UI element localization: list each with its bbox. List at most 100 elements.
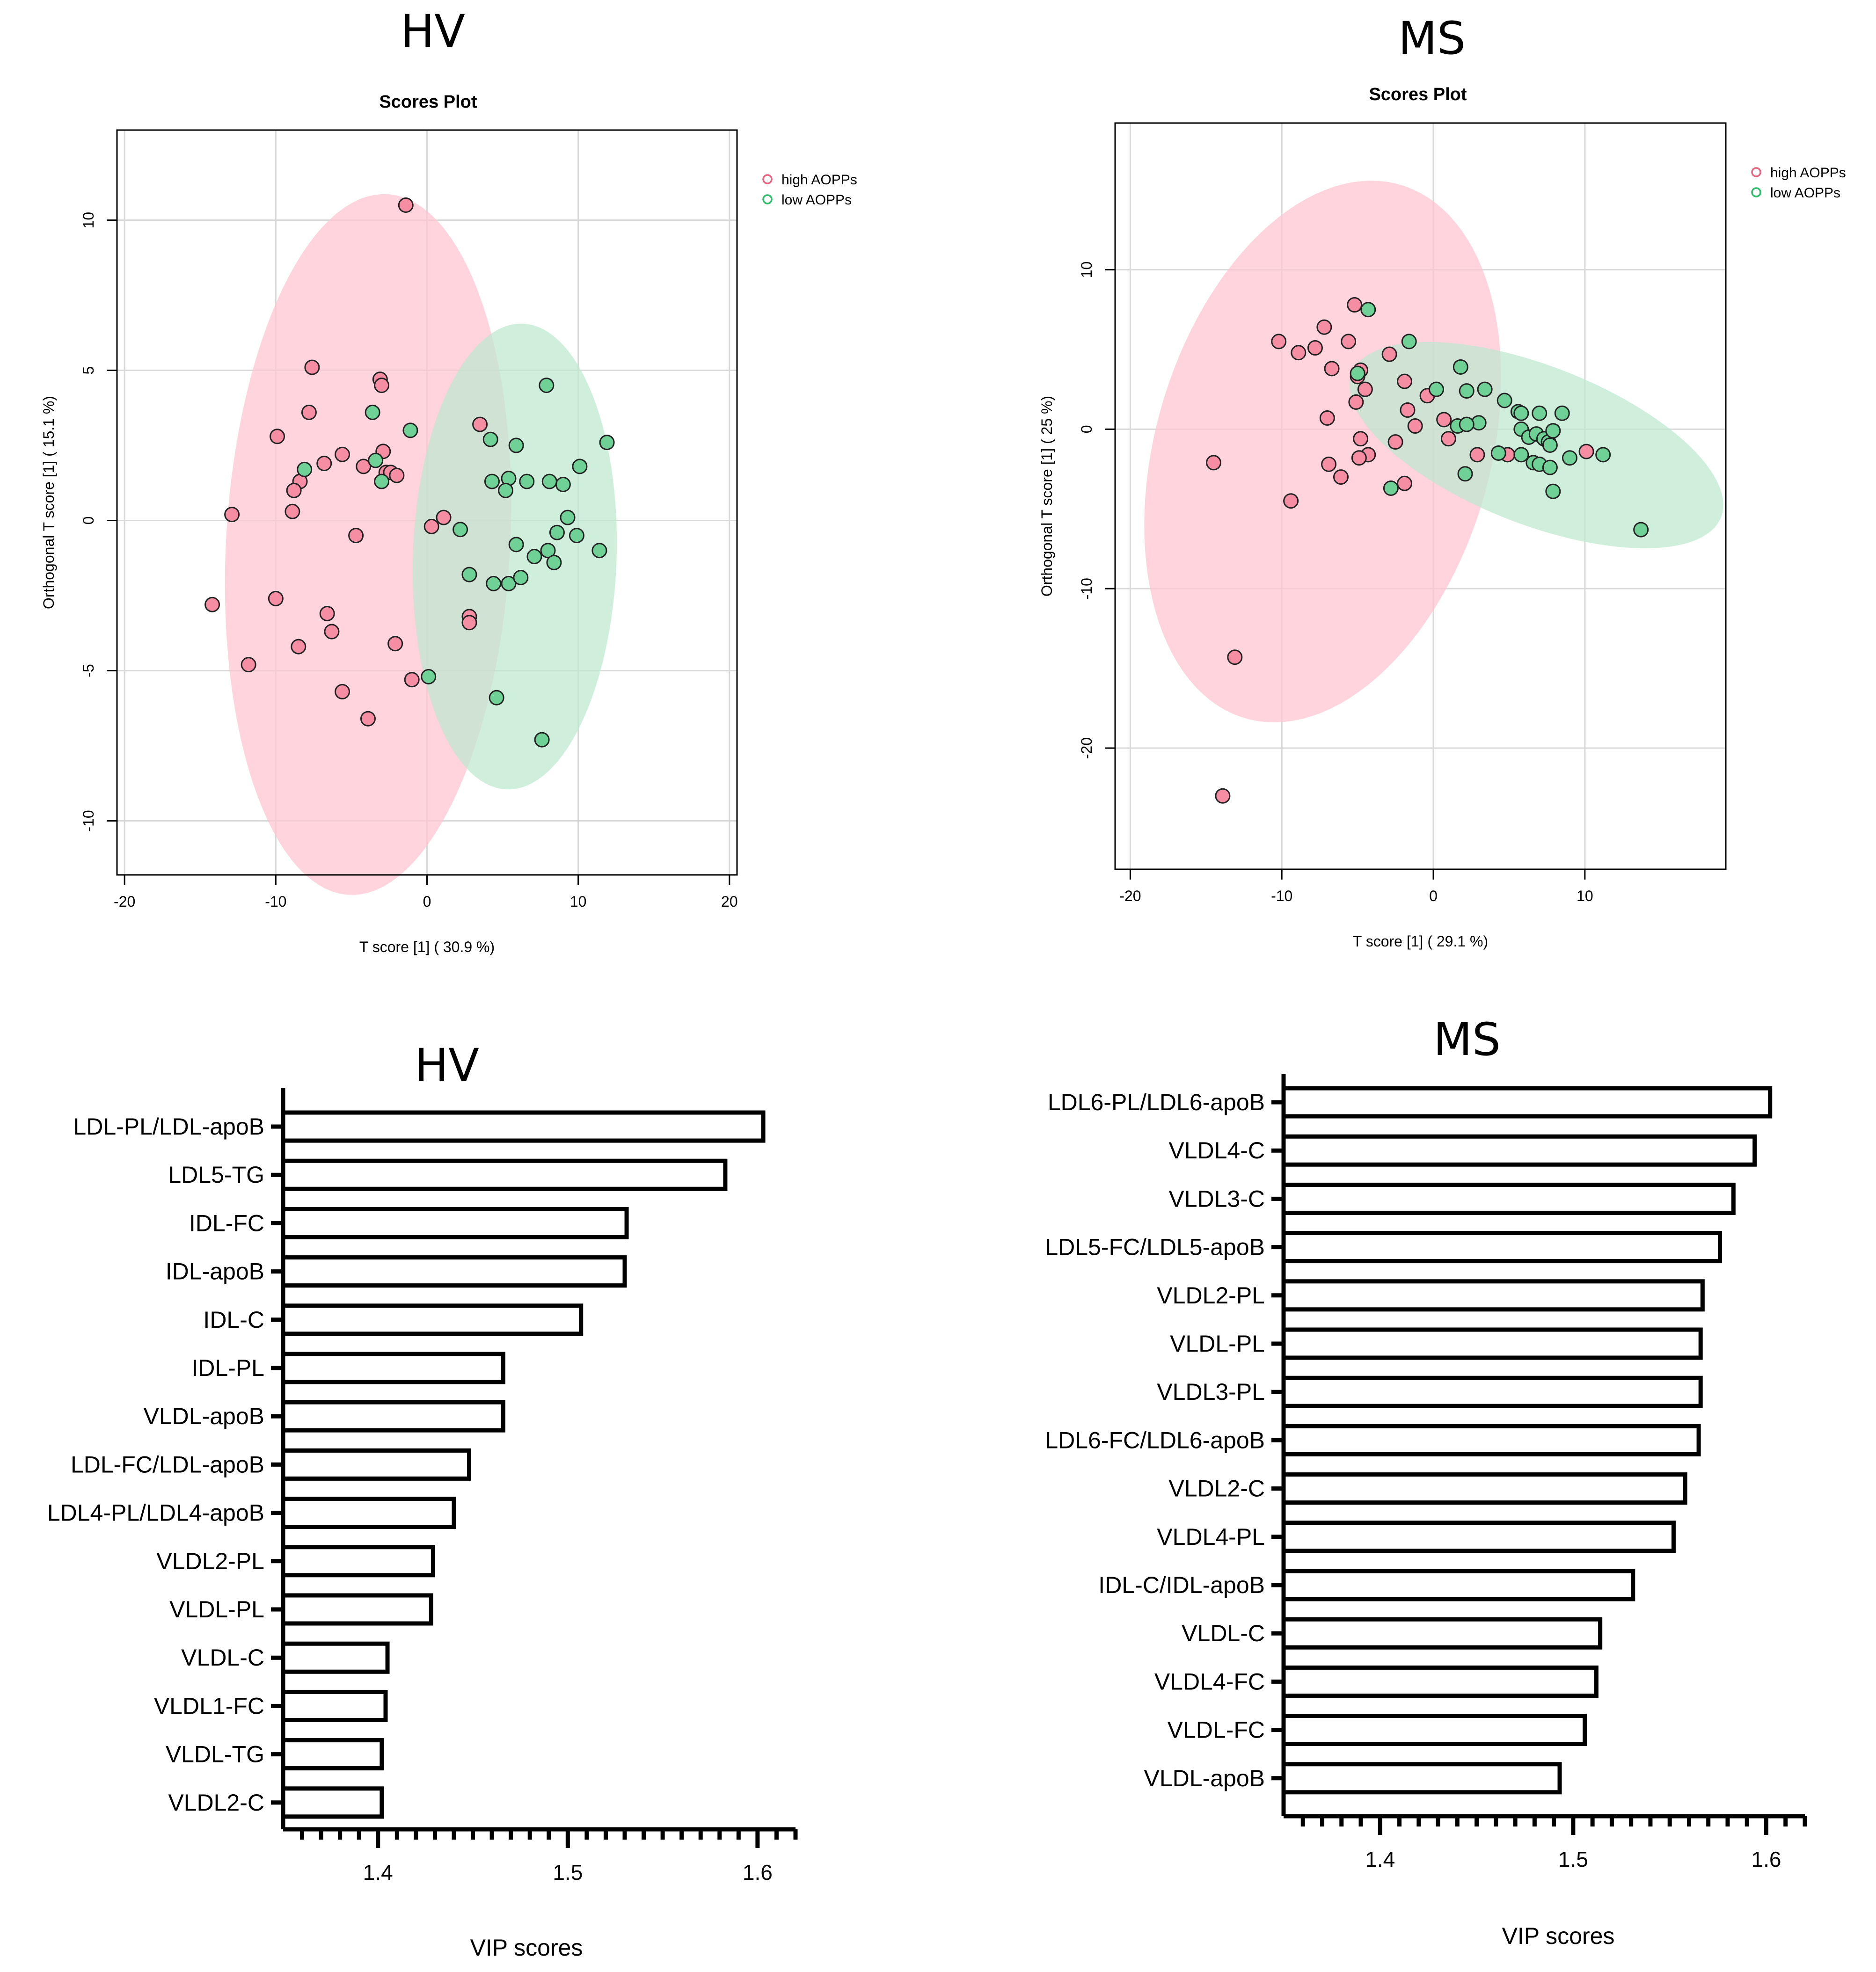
plot-frame xyxy=(1114,122,1727,870)
data-point xyxy=(436,509,452,525)
data-point xyxy=(301,404,317,420)
data-point xyxy=(546,554,562,570)
data-point xyxy=(1578,444,1594,459)
data-point xyxy=(1542,437,1558,453)
data-point xyxy=(297,461,313,477)
data-point xyxy=(1307,340,1323,356)
data-point xyxy=(1205,455,1221,471)
data-point xyxy=(1459,383,1475,399)
data-point xyxy=(368,452,384,468)
x-tick-label: -20 xyxy=(114,893,135,910)
data-point xyxy=(526,549,542,565)
data-point xyxy=(348,528,364,544)
data-point xyxy=(540,543,556,559)
bar xyxy=(1281,1617,1603,1650)
x-tick-label: 10 xyxy=(1577,888,1593,904)
panel-title: MS xyxy=(1433,1013,1501,1066)
y-tick-label: 10 xyxy=(1078,262,1095,278)
data-point xyxy=(1436,412,1452,428)
x-tick-label: -10 xyxy=(265,893,286,910)
y-tick-label: 10 xyxy=(80,212,97,229)
y-tick-label: 0 xyxy=(80,517,97,525)
x-tick-label: 0 xyxy=(423,893,431,910)
legend-label: high AOPPs xyxy=(1770,165,1846,181)
y-tick-label: -10 xyxy=(80,810,97,831)
bar xyxy=(1281,1424,1701,1456)
data-point xyxy=(398,197,414,213)
panel-title: HV xyxy=(401,5,465,58)
data-point xyxy=(498,482,514,498)
data-point xyxy=(1457,466,1473,482)
category-label: LDL5-FC/LDL5-apoB xyxy=(1045,1234,1265,1260)
data-point xyxy=(1396,373,1412,389)
x-tick-label: 10 xyxy=(570,893,587,910)
data-point xyxy=(1400,402,1416,418)
data-point xyxy=(421,669,437,684)
data-point xyxy=(1321,456,1337,472)
category-label: VLDL-PL xyxy=(1170,1331,1265,1357)
x-axis-label: T score [1] ( 30.9 %) xyxy=(359,939,495,955)
data-point xyxy=(285,503,300,519)
data-point xyxy=(374,378,390,393)
y-tick-label: -5 xyxy=(80,664,97,677)
category-label: IDL-C/IDL-apoB xyxy=(1098,1572,1265,1598)
bar xyxy=(281,1110,766,1143)
legend: high AOPPs low AOPPs xyxy=(1751,165,1846,201)
bar xyxy=(281,1738,384,1771)
legend-label: low AOPPs xyxy=(1770,185,1840,201)
data-point xyxy=(1347,297,1363,313)
category-label: IDL-FC xyxy=(189,1210,264,1236)
category-label: VLDL-FC xyxy=(1168,1717,1265,1743)
legend-marker xyxy=(762,174,773,184)
data-point xyxy=(489,690,504,706)
data-point xyxy=(1532,405,1548,421)
category-label: VLDL4-C xyxy=(1168,1137,1265,1164)
x-axis-label: VIP scores xyxy=(1502,1923,1615,1949)
y-axis-label: Orthogonal T score [1] ( 25 %) xyxy=(1038,396,1055,597)
x-tick-label: 1.4 xyxy=(1365,1847,1395,1871)
category-label: VLDL3-C xyxy=(1168,1186,1265,1212)
data-point xyxy=(335,684,350,699)
category-label: VLDL2-PL xyxy=(156,1548,264,1574)
category-label: VLDL-apoB xyxy=(1144,1765,1265,1791)
confidence-ellipse-high-aopps xyxy=(1144,181,1501,723)
data-point xyxy=(539,378,555,393)
data-point xyxy=(461,615,477,631)
panel-title: MS xyxy=(1398,12,1466,65)
data-point xyxy=(508,437,524,453)
data-point xyxy=(286,482,302,498)
bar xyxy=(1281,1182,1736,1215)
bar xyxy=(281,1689,388,1722)
x-tick-label: 1.6 xyxy=(743,1860,773,1885)
data-point xyxy=(1383,480,1399,496)
x-ticks: 1.4 1.5 1.6 xyxy=(1300,1816,1807,1871)
category-label: VLDL-C xyxy=(1182,1620,1265,1646)
data-point xyxy=(1357,381,1373,397)
category-label: VLDL3-PL xyxy=(1157,1379,1265,1405)
data-point xyxy=(1440,431,1456,447)
bar xyxy=(1281,1086,1773,1119)
data-point xyxy=(1341,334,1357,349)
data-point xyxy=(224,507,240,523)
plot-title: Scores Plot xyxy=(1369,85,1467,104)
bar xyxy=(1281,1665,1599,1698)
bar xyxy=(281,1497,456,1529)
bar xyxy=(1281,1375,1703,1408)
data-point xyxy=(513,569,529,585)
data-point xyxy=(374,473,390,489)
data-point xyxy=(1351,450,1367,466)
category-label: VLDL-C xyxy=(181,1645,264,1671)
data-point xyxy=(1633,522,1649,538)
bar xyxy=(281,1207,629,1239)
data-point xyxy=(1545,483,1561,499)
data-point xyxy=(1381,346,1397,362)
data-point xyxy=(1353,431,1369,447)
data-point xyxy=(461,567,477,582)
bar xyxy=(281,1786,384,1819)
bar xyxy=(281,1593,433,1626)
data-point xyxy=(1387,434,1403,450)
data-point xyxy=(1396,475,1412,491)
data-point xyxy=(1542,459,1558,475)
data-point xyxy=(1459,416,1475,432)
data-point xyxy=(549,524,565,540)
